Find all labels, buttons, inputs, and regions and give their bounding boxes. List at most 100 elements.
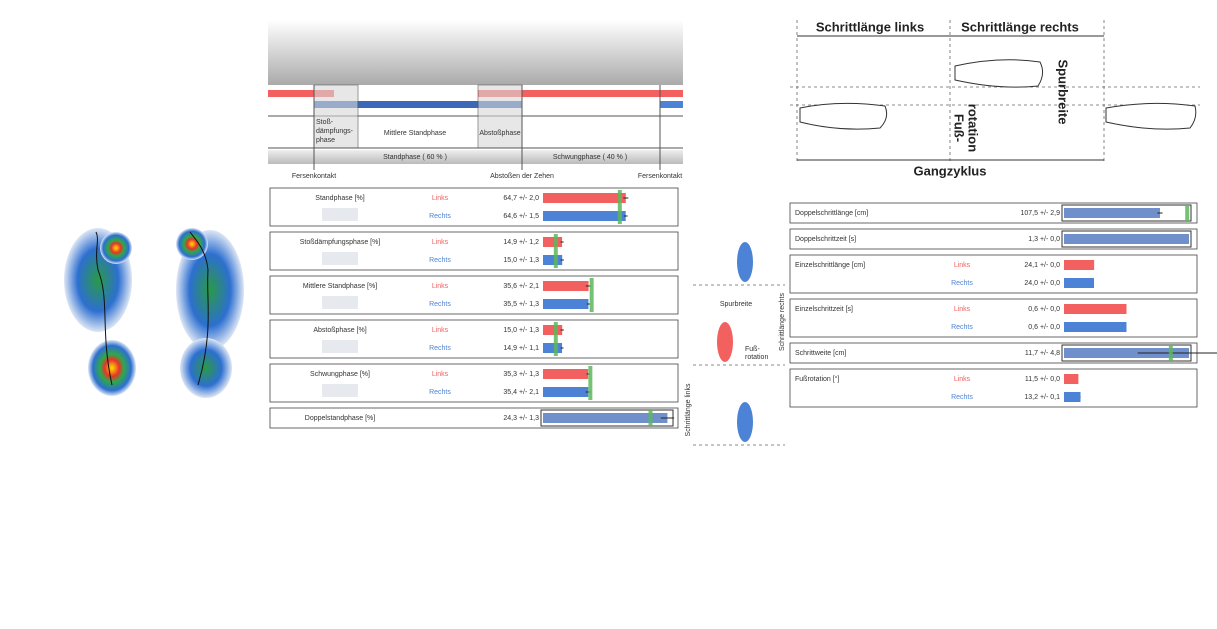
metric-box <box>789 254 1198 294</box>
step-label: rotation <box>966 104 981 152</box>
metric-label: Doppelschrittlänge [cm] <box>795 210 868 217</box>
bar <box>543 325 563 335</box>
metric-label: Einzelschrittzeit [s] <box>795 306 853 313</box>
bar <box>543 299 589 309</box>
value-label: 0,6 +/- 0,0 <box>1028 306 1060 313</box>
step-diagram: Schrittlänge links Schrittlänge rechts S… <box>790 19 1200 178</box>
reference-line <box>589 278 594 312</box>
value-label: 15,0 +/- 1,3 <box>503 327 539 334</box>
bar-frame <box>1061 230 1192 248</box>
side-label: Rechts <box>951 394 973 401</box>
foot-label: Spurbreite <box>720 301 752 308</box>
event-label: Fersenkontakt <box>638 173 682 180</box>
bar <box>1064 392 1081 402</box>
bar <box>1064 322 1127 332</box>
side-label: Rechts <box>951 280 973 287</box>
bar <box>1064 304 1127 314</box>
metric-label: Stoßdämpfungsphase [%] <box>300 239 381 246</box>
phase-label: dämpfungs- <box>316 128 354 135</box>
foot-label: Schrittlänge rechts <box>779 293 786 351</box>
metric-icon <box>322 296 358 309</box>
metric-label: Schrittweite [cm] <box>795 350 846 357</box>
side-label: Rechts <box>429 257 451 264</box>
bar <box>543 193 626 203</box>
reference-line <box>553 322 558 356</box>
bar <box>543 211 626 221</box>
side-label: Links <box>954 262 971 269</box>
metric-label: Mittlere Standphase [%] <box>303 283 377 290</box>
bar <box>1064 208 1160 218</box>
side-label: Rechts <box>429 213 451 220</box>
side-label: Links <box>432 327 449 334</box>
metric-label: Einzelschrittlänge [cm] <box>795 262 865 269</box>
bar <box>1064 278 1094 288</box>
metric-label: Doppelstandphase [%] <box>305 415 375 422</box>
step-label: Gangzyklus <box>914 163 987 178</box>
bar <box>1064 374 1079 384</box>
step-label: Schrittlänge rechts <box>961 19 1079 34</box>
value-label: 35,5 +/- 1,3 <box>503 301 539 308</box>
bar <box>543 237 563 247</box>
value-label: 64,6 +/- 1,5 <box>503 213 539 220</box>
value-label: 64,7 +/- 2,0 <box>503 195 539 202</box>
side-label: Links <box>432 371 449 378</box>
event-label: Fersenkontakt <box>292 173 336 180</box>
value-label: 24,3 +/- 1,3 <box>503 415 539 422</box>
reference-line <box>553 234 558 268</box>
foot-diagram: Spurbreite Fuß- rotation Schrittlänge re… <box>685 242 786 446</box>
value-label: 15,0 +/- 1,3 <box>503 257 539 264</box>
side-label: Links <box>954 376 971 383</box>
metric-label: Standphase [%] <box>315 195 364 202</box>
reference-line <box>617 190 622 224</box>
phase-label: phase <box>316 137 335 144</box>
side-label: Links <box>432 195 449 202</box>
metric-label: Abstoßphase [%] <box>313 327 366 334</box>
phase-label: Mittlere Standphase <box>384 130 446 137</box>
metric-label: Doppelschrittzeit [s] <box>795 236 856 243</box>
phase-label: Schwungphase ( 40 % ) <box>553 154 627 161</box>
pressure-maps <box>64 228 244 398</box>
side-label: Rechts <box>429 301 451 308</box>
metric-icon <box>322 384 358 397</box>
side-label: Links <box>954 306 971 313</box>
metric-icon <box>322 208 358 221</box>
step-label: Schrittlänge links <box>816 19 924 34</box>
phase-label: Stoß- <box>316 119 334 126</box>
value-label: 11,5 +/- 0,0 <box>1025 376 1060 383</box>
side-label: Rechts <box>429 345 451 352</box>
event-label: Abstoßen der Zehen <box>490 173 554 180</box>
reference-line <box>648 410 653 426</box>
reference-line <box>1168 345 1173 361</box>
step-label: Fuß- <box>952 114 967 142</box>
bar <box>1064 260 1095 270</box>
phase-label: Standphase ( 60 % ) <box>383 154 447 161</box>
phase-diagram: Stoß- dämpfungs- phase Mittlere Standpha… <box>268 20 683 180</box>
value-label: 24,0 +/- 0,0 <box>1024 280 1060 287</box>
value-label: 35,4 +/- 2,1 <box>503 389 539 396</box>
value-label: 1,3 +/- 0,0 <box>1028 236 1060 243</box>
reference-line <box>1185 205 1190 221</box>
foot-label: Schrittlänge links <box>685 383 692 436</box>
value-label: 0,6 +/- 0,0 <box>1028 324 1060 331</box>
side-label: Rechts <box>429 389 451 396</box>
bar <box>1064 234 1189 244</box>
value-label: 13,2 +/- 0,1 <box>1024 394 1060 401</box>
value-label: 35,3 +/- 1,3 <box>503 371 539 378</box>
metric-label: Fußrotation [°] <box>795 375 839 383</box>
metric-box <box>789 368 1198 408</box>
metric-icon <box>322 340 358 353</box>
value-label: 35,6 +/- 2,1 <box>503 283 539 290</box>
side-label: Links <box>432 283 449 290</box>
metric-icon <box>322 252 358 265</box>
foot-label: rotation <box>745 354 768 361</box>
metric-box <box>789 298 1198 338</box>
step-label: Spurbreite <box>1056 59 1071 124</box>
value-label: 14,9 +/- 1,2 <box>503 239 539 246</box>
value-label: 14,9 +/- 1,1 <box>503 345 539 352</box>
value-label: 11,7 +/- 4,8 <box>1025 350 1060 357</box>
value-label: 24,1 +/- 0,0 <box>1024 262 1060 269</box>
bar <box>543 281 589 291</box>
bar-frame <box>1061 204 1192 222</box>
metric-label: Schwungphase [%] <box>310 371 370 378</box>
